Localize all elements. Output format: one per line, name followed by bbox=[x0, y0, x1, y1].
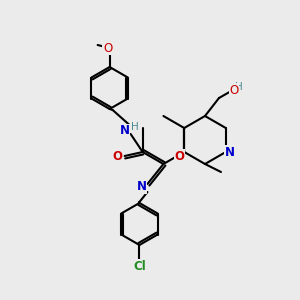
Text: N: N bbox=[120, 124, 130, 137]
Text: O: O bbox=[103, 41, 112, 55]
Text: O: O bbox=[112, 149, 123, 163]
Text: O: O bbox=[174, 149, 184, 163]
Text: Cl: Cl bbox=[133, 260, 146, 272]
Text: H: H bbox=[131, 122, 139, 132]
Text: N: N bbox=[136, 181, 146, 194]
Text: N: N bbox=[225, 146, 235, 158]
Text: O: O bbox=[230, 83, 238, 97]
Text: H: H bbox=[235, 82, 243, 92]
